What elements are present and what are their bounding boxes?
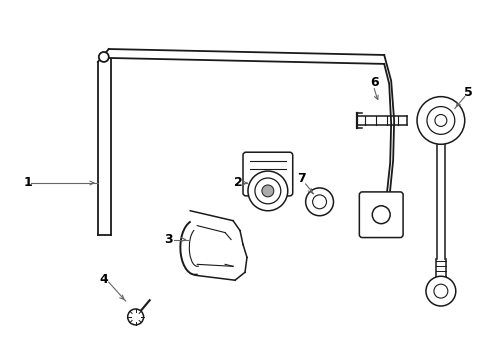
Text: 6: 6	[369, 76, 378, 89]
Text: 3: 3	[163, 233, 172, 246]
Circle shape	[99, 52, 108, 62]
Circle shape	[262, 185, 273, 197]
Circle shape	[426, 107, 454, 134]
Circle shape	[433, 284, 447, 298]
Circle shape	[254, 178, 280, 204]
Text: 7: 7	[297, 171, 305, 185]
Text: 5: 5	[463, 86, 472, 99]
Circle shape	[416, 96, 464, 144]
Circle shape	[305, 188, 333, 216]
FancyBboxPatch shape	[359, 192, 402, 238]
Circle shape	[312, 195, 326, 209]
FancyBboxPatch shape	[243, 152, 292, 196]
Circle shape	[127, 309, 143, 325]
Text: 2: 2	[234, 176, 243, 189]
Circle shape	[247, 171, 287, 211]
Text: 4: 4	[99, 273, 107, 286]
Circle shape	[434, 114, 446, 126]
Text: 1: 1	[23, 176, 32, 189]
Circle shape	[425, 276, 455, 306]
Circle shape	[371, 206, 389, 224]
